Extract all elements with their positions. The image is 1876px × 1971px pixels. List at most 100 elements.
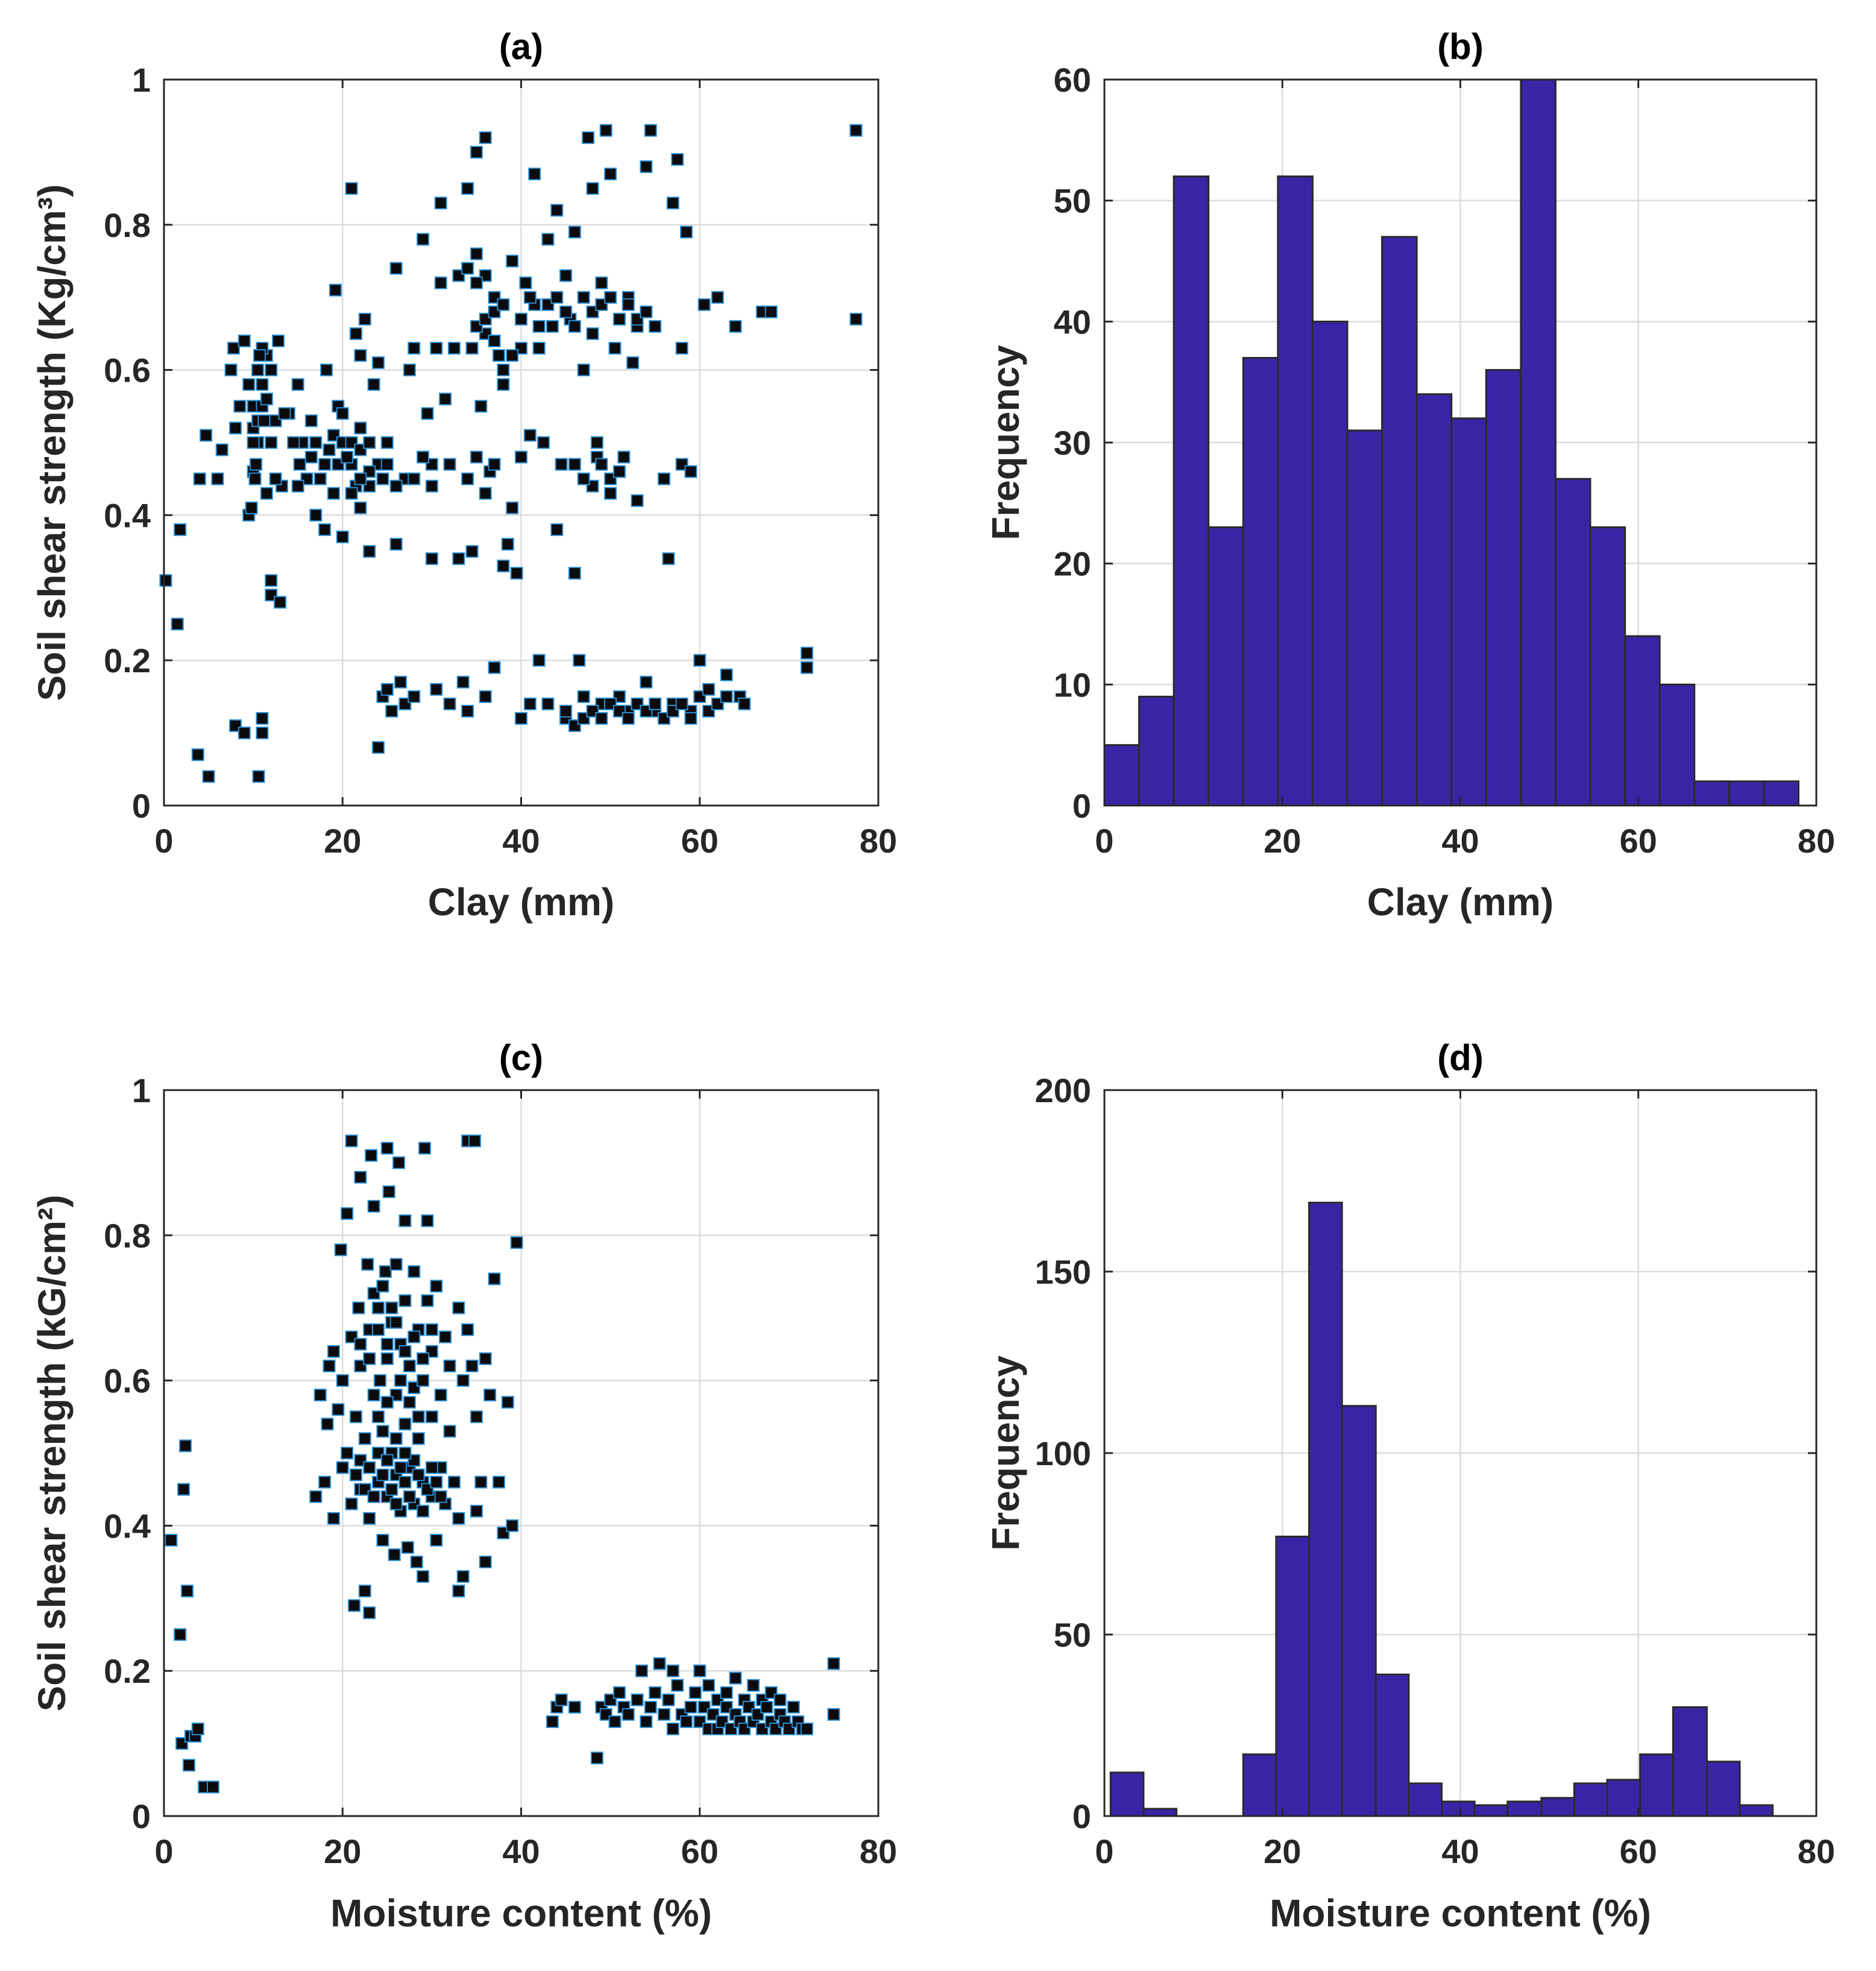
scatter-point — [479, 690, 492, 703]
scatter-point — [242, 378, 256, 391]
scatter-point — [492, 1475, 505, 1489]
histogram-bar — [1506, 1800, 1543, 1817]
y-axis-label: Soil shear strength (Kg/cm³) — [30, 184, 74, 701]
scatter-point — [363, 1512, 376, 1525]
y-tick-label: 20 — [1054, 545, 1091, 583]
histogram-bar — [1103, 744, 1141, 807]
scatter-point — [434, 197, 447, 210]
scatter-point — [332, 1403, 345, 1416]
y-tick-label: 30 — [1054, 424, 1091, 462]
scatter-point — [334, 1243, 347, 1257]
y-tick-label: 0.4 — [104, 496, 151, 534]
scatter-point — [649, 320, 662, 333]
y-tick-label: 60 — [1054, 61, 1091, 99]
scatter-point — [595, 458, 608, 471]
scatter-point — [465, 341, 479, 355]
x-tick-label: 80 — [1798, 822, 1835, 860]
scatter-point — [577, 364, 590, 377]
scatter-point — [256, 712, 269, 725]
scatter-point — [250, 458, 263, 471]
scatter-point — [336, 1374, 349, 1387]
y-tick-label: 200 — [1035, 1071, 1091, 1109]
scatter-point — [720, 690, 733, 703]
scatter-point — [550, 204, 564, 217]
scatter-point — [365, 1149, 378, 1162]
scatter-point — [541, 697, 555, 710]
histogram-bar — [1705, 1761, 1741, 1817]
scatter-point — [389, 1497, 403, 1510]
scatter-point — [688, 1686, 702, 1699]
scatter-point — [479, 131, 492, 144]
histogram-bar — [1415, 393, 1453, 807]
histogram-bar — [1242, 357, 1279, 807]
scatter-point — [456, 1374, 470, 1387]
scatter-point — [644, 1700, 657, 1714]
scatter-point — [269, 472, 282, 485]
scatter-point — [501, 538, 514, 551]
scatter-point — [202, 770, 215, 783]
scatter-point — [380, 1454, 394, 1467]
scatter-point — [349, 1468, 362, 1481]
y-tick-label: 150 — [1035, 1253, 1091, 1291]
scatter-point — [586, 182, 599, 195]
scatter-point — [541, 233, 555, 246]
scatter-point — [827, 1657, 840, 1670]
scatter-point — [760, 1700, 773, 1714]
x-tick-label: 0 — [154, 1832, 173, 1870]
scatter-point — [559, 305, 573, 318]
scatter-point — [443, 1360, 456, 1373]
scatter-point — [417, 1374, 430, 1387]
scatter-point — [644, 124, 657, 137]
scatter-point — [385, 1301, 398, 1314]
scatter-point — [238, 727, 251, 740]
scatter-point — [738, 697, 751, 710]
scatter-point — [443, 458, 456, 471]
scatter-point — [380, 1141, 394, 1155]
scatter-point — [211, 472, 224, 485]
histogram-bar — [1408, 1782, 1443, 1817]
scatter-point — [532, 341, 546, 355]
scatter-point — [702, 683, 716, 696]
scatter-point — [394, 1374, 408, 1387]
scatter-point — [380, 1352, 394, 1365]
scatter-point — [555, 458, 568, 471]
scatter-point — [631, 1693, 644, 1706]
histogram-bar — [1109, 1771, 1145, 1817]
scatter-point — [474, 1475, 488, 1489]
scatter-point — [801, 1723, 813, 1736]
scatter-point — [394, 1461, 408, 1474]
histogram-bar — [1520, 78, 1557, 807]
y-tick-label: 0.8 — [104, 206, 151, 244]
panel-b-histogram: 0 20 40 60 80 0 10 20 30 40 50 60 (b) Clay (mm) Freque… — [984, 27, 1835, 924]
y-axis-label: Frequency — [984, 345, 1027, 540]
scatter-point — [452, 1301, 465, 1314]
scatter-point — [568, 320, 581, 333]
scatter-point — [181, 1585, 194, 1598]
scatter-point — [430, 683, 443, 696]
scatter-point — [177, 1483, 190, 1496]
scatter-point — [417, 1504, 430, 1518]
scatter-point — [200, 429, 213, 442]
histogram-bar — [1341, 1405, 1377, 1817]
scatter-point — [702, 1679, 716, 1692]
x-tick-label: 80 — [860, 1832, 897, 1870]
scatter-point — [256, 727, 269, 740]
scatter-point — [568, 225, 581, 239]
scatter-point — [497, 364, 510, 377]
scatter-point — [318, 458, 332, 471]
scatter-point — [729, 320, 742, 333]
scatter-point — [468, 1134, 481, 1147]
scatter-point — [341, 450, 354, 464]
scatter-point — [417, 1352, 430, 1365]
scatter-point — [171, 617, 184, 631]
scatter-point — [474, 400, 488, 413]
scatter-point — [380, 458, 394, 471]
scatter-point — [293, 458, 306, 471]
scatter-point — [193, 472, 206, 485]
scatter-point — [658, 472, 670, 485]
scatter-point — [363, 1461, 376, 1474]
scatter-point — [595, 276, 608, 289]
scatter-point — [801, 646, 813, 660]
scatter-point — [403, 1360, 416, 1373]
scatter-point — [849, 312, 863, 326]
